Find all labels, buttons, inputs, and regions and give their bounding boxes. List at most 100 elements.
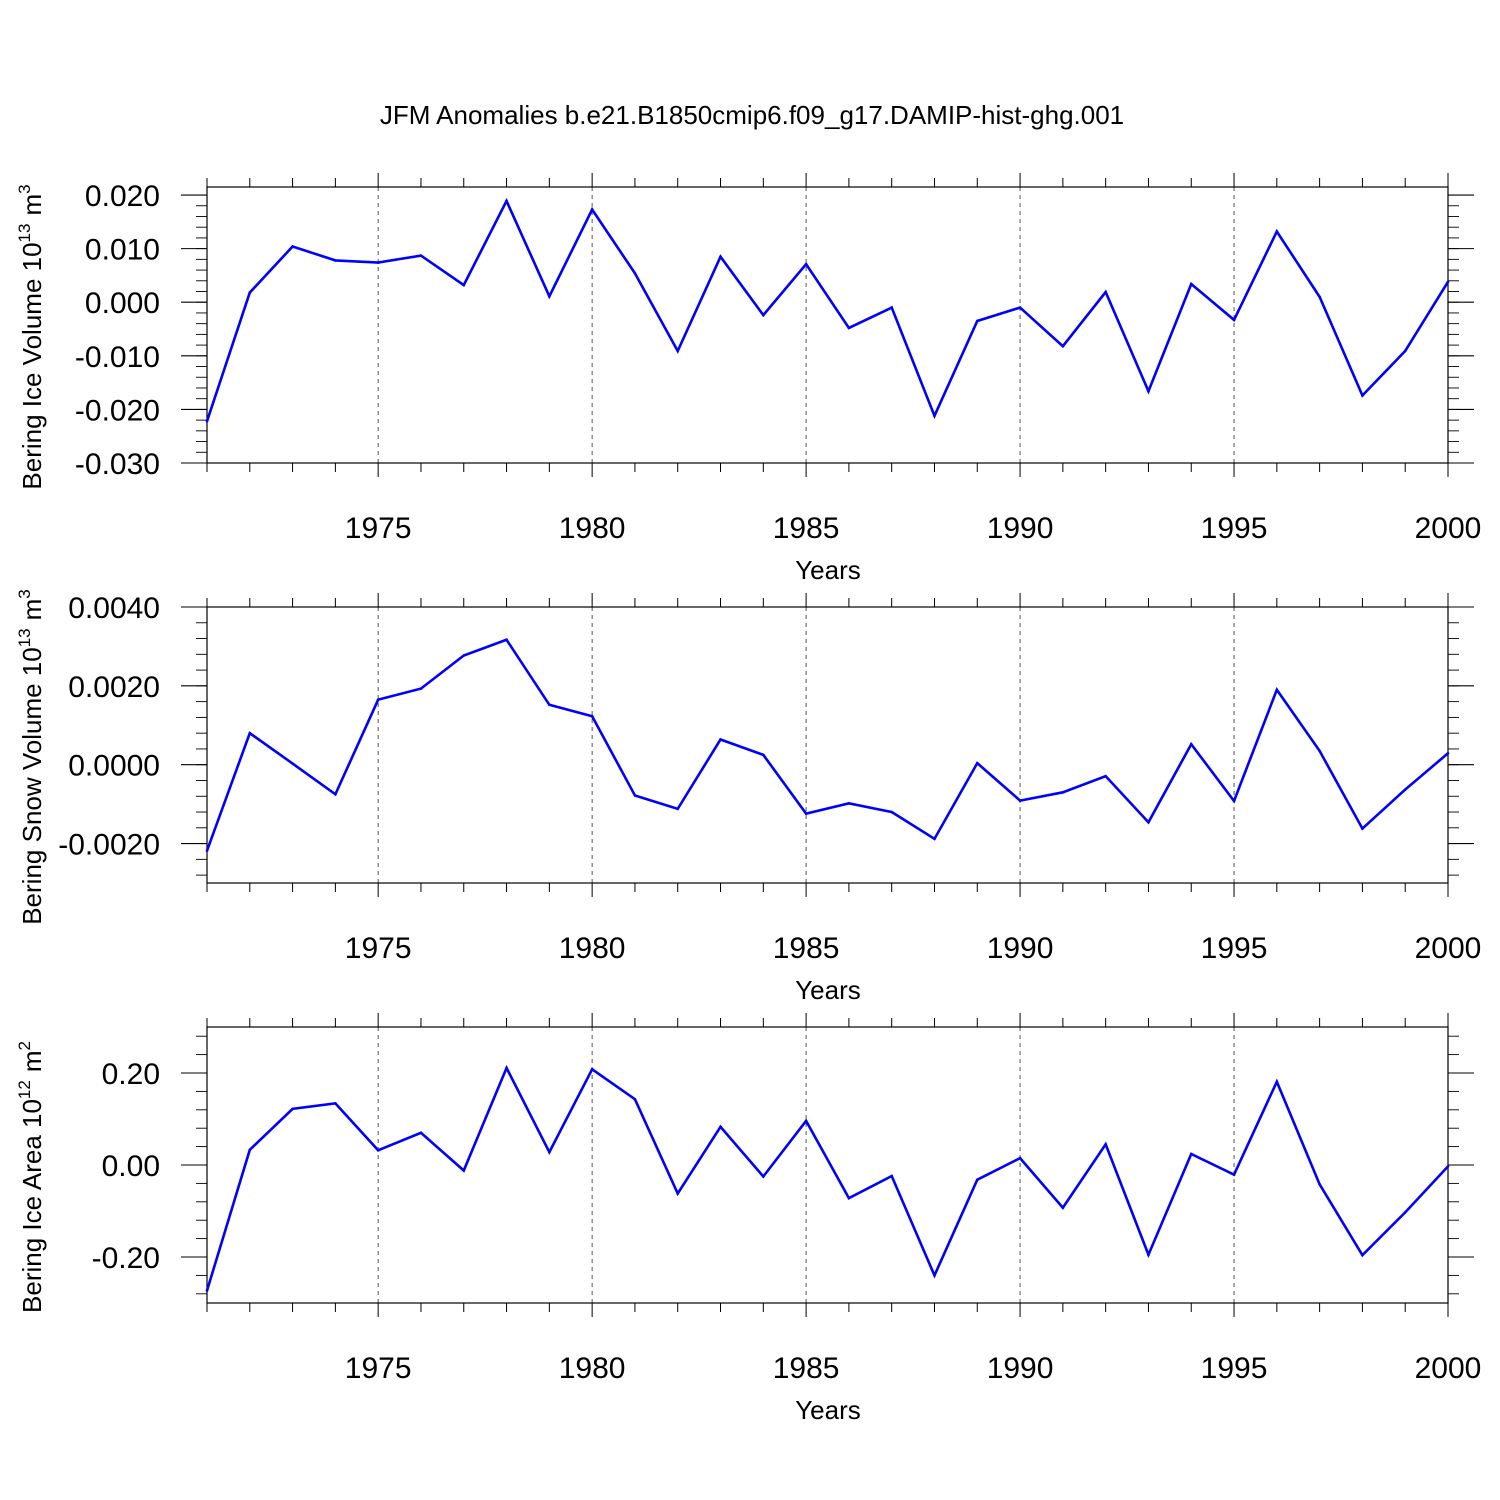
data-point-1994 xyxy=(1189,1152,1193,1156)
data-point-1971 xyxy=(205,1289,209,1292)
data-point-1989 xyxy=(975,1178,979,1182)
data-point-1988 xyxy=(933,414,936,418)
data-point-1985 xyxy=(804,812,808,815)
data-point-2000 xyxy=(1446,1165,1450,1168)
data-point-1989 xyxy=(975,761,979,765)
data-point-1993 xyxy=(1147,1253,1150,1256)
data-point-1977 xyxy=(462,283,466,287)
data-point-1984 xyxy=(762,753,765,757)
data-point-1975 xyxy=(376,1148,380,1152)
y-tick-label: -0.20 xyxy=(92,1242,160,1275)
data-point-1995 xyxy=(1232,799,1236,803)
y-axis-label-part: Bering Snow Volume 10 xyxy=(17,647,47,925)
panel-3: -0.20 0.00 0.20 1975 1980 1985 1990 1995 2000 Yea… xyxy=(15,1013,1481,1425)
data-point-1976 xyxy=(419,687,423,690)
y-tick-label: -0.030 xyxy=(75,448,160,481)
plot-frame xyxy=(206,186,1449,464)
data-point-1997 xyxy=(1318,749,1321,753)
data-point-1981 xyxy=(633,271,637,275)
data-point-1975 xyxy=(376,261,380,264)
data-point-1977 xyxy=(462,1169,466,1172)
plot-frame xyxy=(206,606,1449,884)
data-point-1990 xyxy=(1018,306,1022,309)
x-axis-label: Years xyxy=(795,555,861,585)
data-point-1991 xyxy=(1061,1206,1065,1210)
data-point-1977 xyxy=(462,654,466,657)
data-point-1999 xyxy=(1403,349,1407,353)
data-point-1999 xyxy=(1403,1211,1407,1214)
y-tick-label: 0.000 xyxy=(85,287,160,320)
data-point-1974 xyxy=(334,792,337,796)
y-axis-label-part: 2 xyxy=(15,1041,34,1050)
y-axis-label-part: 12 xyxy=(15,1080,34,1099)
data-point-1982 xyxy=(676,1192,680,1195)
y-axis-label-part: 13 xyxy=(15,224,34,243)
y-axis-label: Bering Ice Area 1012 m2 xyxy=(15,1041,47,1313)
data-point-1975 xyxy=(376,698,380,701)
data-point-1988 xyxy=(933,1274,936,1277)
data-point-2000 xyxy=(1446,280,1450,284)
data-point-1997 xyxy=(1318,1183,1321,1186)
y-axis-label-part: 13 xyxy=(15,628,34,647)
y-axis-label-part: Bering Ice Area 10 xyxy=(17,1099,47,1313)
data-point-1979 xyxy=(548,703,551,707)
x-tick-label: 1990 xyxy=(987,932,1054,965)
data-point-1984 xyxy=(762,1175,765,1178)
data-point-1978 xyxy=(505,638,508,642)
y-tick-label: 0.010 xyxy=(85,234,160,267)
y-tick-label: 0.0000 xyxy=(68,750,160,783)
data-point-1986 xyxy=(847,802,851,805)
x-axis-label: Years xyxy=(795,975,861,1005)
data-point-1972 xyxy=(248,291,252,294)
x-tick-label: 1990 xyxy=(987,512,1054,545)
data-point-1972 xyxy=(248,731,252,735)
x-tick-label: 2000 xyxy=(1415,512,1482,545)
data-point-1989 xyxy=(975,319,979,323)
y-axis-label-part: 3 xyxy=(15,184,34,193)
data-point-1987 xyxy=(890,810,893,814)
data-point-1994 xyxy=(1189,282,1193,286)
x-tick-label: 1975 xyxy=(345,512,412,545)
x-tick-label: 1985 xyxy=(773,512,840,545)
data-point-1976 xyxy=(419,254,423,257)
data-point-1980 xyxy=(590,714,594,718)
x-axis-label: Years xyxy=(795,1395,861,1425)
series-line-1 xyxy=(205,197,1450,422)
x-tick-label: 1985 xyxy=(773,932,840,965)
data-point-1982 xyxy=(676,349,680,353)
y-axis-label-part: m xyxy=(17,1050,47,1072)
series-line-1 xyxy=(205,638,1449,852)
data-point-1984 xyxy=(762,313,765,317)
data-point-1992 xyxy=(1104,774,1107,778)
data-point-1979 xyxy=(548,295,551,298)
data-point-1972 xyxy=(248,1148,252,1152)
data-point-1996 xyxy=(1275,688,1279,692)
y-axis-label: Bering Snow Volume 1013 m3 xyxy=(15,589,47,925)
data-point-1988 xyxy=(933,837,936,841)
y-tick-label: -0.020 xyxy=(75,394,160,427)
data-point-1990 xyxy=(1018,1156,1022,1160)
x-tick-label: 1980 xyxy=(559,512,626,545)
y-tick-label: 0.0020 xyxy=(68,671,160,704)
y-axis-label-part: m xyxy=(17,194,47,216)
x-tick-label: 1975 xyxy=(345,1352,412,1385)
x-tick-label: 1985 xyxy=(773,1352,840,1385)
data-point-1987 xyxy=(890,306,893,309)
data-point-1971 xyxy=(205,849,209,852)
x-tick-label: 1975 xyxy=(345,932,412,965)
data-point-1981 xyxy=(633,1097,637,1101)
y-tick-label: -0.0020 xyxy=(58,829,160,862)
data-point-1973 xyxy=(291,1107,294,1111)
data-point-2000 xyxy=(1446,751,1450,755)
panel-2: -0.0020 0.0000 0.0020 0.0040 1975 1980 1985 199… xyxy=(15,589,1481,1005)
data-point-1996 xyxy=(1275,1080,1279,1084)
data-point-1999 xyxy=(1403,788,1407,791)
panels: -0.030 -0.020 -0.010 0.000 0.010 0.020 1975 198… xyxy=(15,173,1481,1425)
data-point-1997 xyxy=(1318,295,1321,299)
x-tick-label: 1990 xyxy=(987,1352,1054,1385)
x-tick-label: 1980 xyxy=(559,932,626,965)
data-point-1976 xyxy=(419,1131,423,1135)
y-tick-label: -0.010 xyxy=(75,341,160,374)
data-point-1979 xyxy=(548,1150,551,1154)
data-point-1991 xyxy=(1061,791,1065,794)
